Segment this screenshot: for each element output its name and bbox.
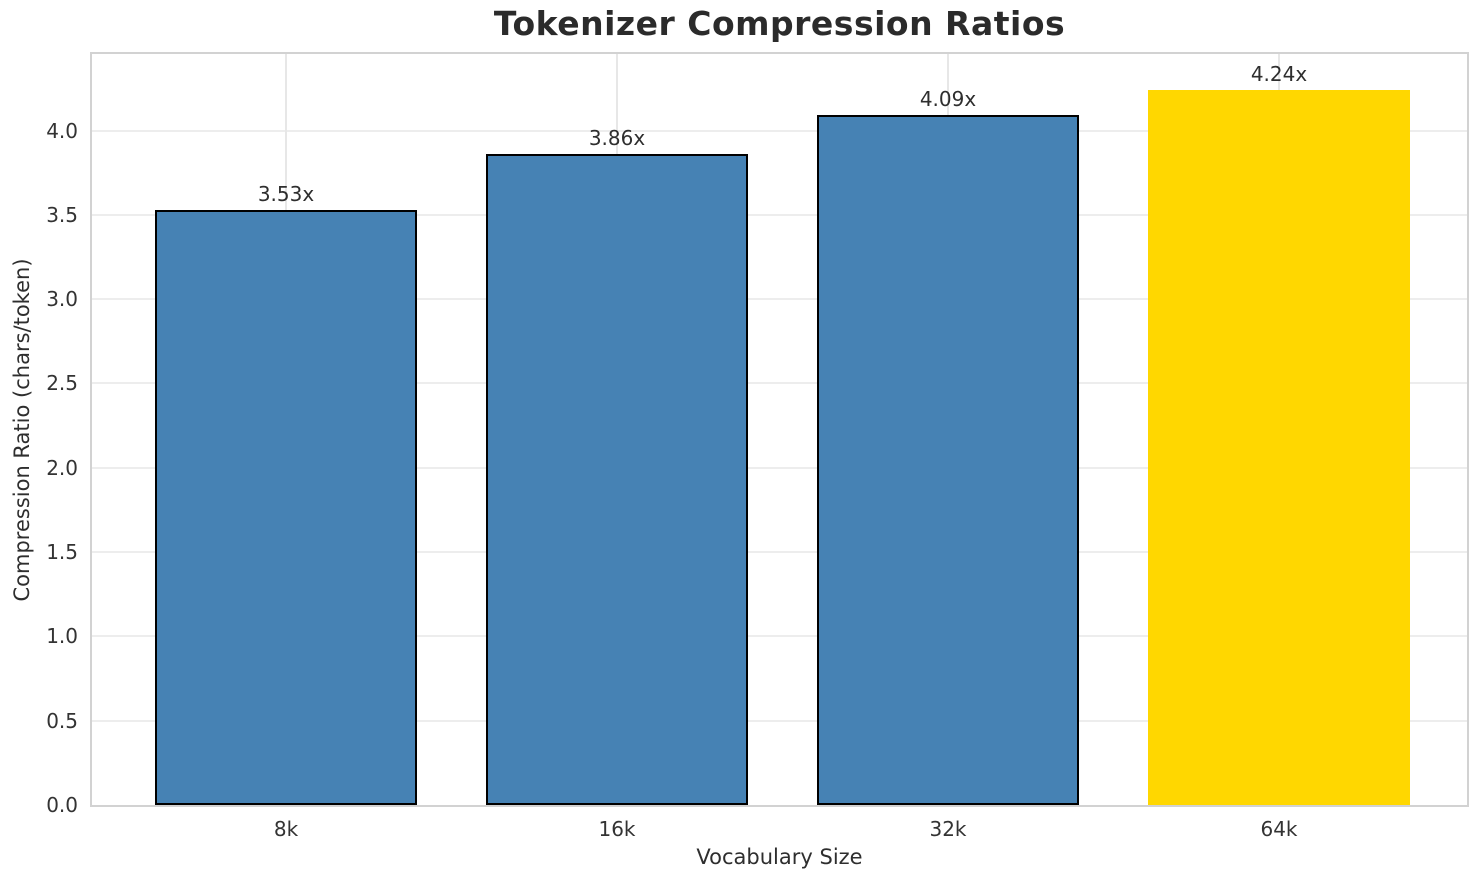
y-tick-label: 4.0 (46, 118, 78, 143)
horizontal-gridline (92, 213, 1467, 216)
y-tick-label: 0.5 (46, 708, 78, 733)
horizontal-gridline (92, 382, 1467, 385)
bar-value-label: 3.86x (588, 126, 646, 151)
x-axis-label: Vocabulary Size (696, 845, 863, 869)
bar-64k (1148, 90, 1410, 805)
bar-16k (486, 154, 748, 805)
y-tick-label: 3.5 (46, 202, 78, 227)
bar-value-label: 4.09x (919, 87, 977, 112)
y-tick-label: 0.0 (46, 793, 78, 817)
bar-value-label: 4.24x (1250, 62, 1308, 87)
y-tick-label: 3.0 (46, 287, 78, 312)
chart-title: Tokenizer Compression Ratios (493, 4, 1066, 43)
x-tick-label: 64k (1260, 817, 1298, 841)
bar-8k (155, 209, 417, 805)
horizontal-gridline (92, 551, 1467, 554)
x-tick-label: 16k (598, 817, 636, 841)
y-tick-label: 2.5 (46, 371, 78, 396)
x-tick-label: 8k (273, 817, 299, 841)
bar-32k (817, 115, 1079, 805)
plot-area: 3.53x 3.86x 4.09x 4.24x (90, 52, 1469, 807)
y-tick-label: 1.5 (46, 540, 78, 565)
horizontal-gridline (92, 635, 1467, 638)
horizontal-gridline (92, 129, 1467, 132)
y-tick-label: 1.0 (46, 624, 78, 649)
bar-value-label: 3.53x (257, 181, 315, 206)
x-tick-label: 32k (929, 817, 967, 841)
horizontal-gridline (92, 466, 1467, 469)
horizontal-gridline (92, 298, 1467, 301)
y-tick-label: 2.0 (46, 455, 78, 480)
horizontal-gridline (92, 719, 1467, 722)
